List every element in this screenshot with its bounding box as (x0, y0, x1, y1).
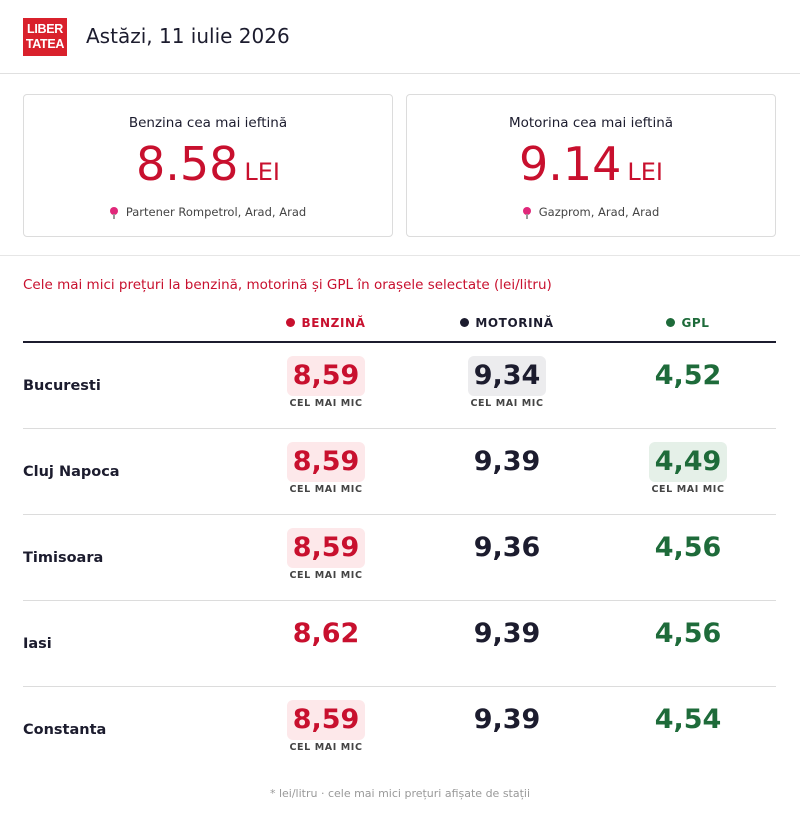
city-name: Bucuresti (23, 378, 101, 394)
column-header-gpl: GPL (608, 316, 768, 330)
lowest-price-badge: CEL MAI MIC (289, 398, 363, 409)
motorina-price: 9,39 (473, 446, 541, 477)
station-location: Gazprom, Arad, Arad (407, 205, 775, 219)
table-row: Iasi 8,62 9,39 4,56 (23, 601, 776, 687)
page-header: LIBER TATEA Astăzi, 11 iulie 2026 (0, 0, 800, 74)
column-label: MOTORINĂ (475, 316, 554, 330)
motorina-price-cell: 9,39 (427, 442, 587, 482)
column-label: BENZINĂ (301, 316, 366, 330)
benzina-price: 8,62 (292, 618, 360, 649)
station-name: Partener Rompetrol, Arad, Arad (125, 205, 307, 219)
benzina-price-cell: 8,59 CEL MAI MIC (246, 442, 406, 495)
benzina-price-cell: 8,59 CEL MAI MIC (246, 528, 406, 581)
gpl-price: 4,54 (654, 704, 722, 735)
motorina-price-cell: 9,36 (427, 528, 587, 568)
table-row: Constanta 8,59 CEL MAI MIC 9,39 4,54 (23, 687, 776, 773)
benzina-price-cell: 8,59 CEL MAI MIC (246, 700, 406, 753)
station-location: Partener Rompetrol, Arad, Arad (24, 205, 392, 219)
logo-line-2: TATEA (25, 37, 65, 51)
gpl-price: 4,56 (654, 618, 722, 649)
motorina-price: 9,36 (473, 532, 541, 563)
motorina-price: 9,39 (473, 618, 541, 649)
price-unit: LEI (244, 158, 281, 186)
city-name: Iasi (23, 636, 52, 652)
table-header-rule (23, 341, 776, 343)
motorina-dot-icon (460, 318, 470, 327)
city-name: Constanta (23, 722, 107, 738)
benzina-dot-icon (286, 318, 296, 327)
price-value: 8.58 (135, 137, 239, 191)
card-price: 9.14 LEI (407, 137, 775, 191)
location-pin-icon (522, 207, 531, 219)
benzina-price: 8,59 (286, 442, 366, 482)
gpl-price-cell: 4,52 (608, 356, 768, 396)
gpl-price-cell: 4,49 CEL MAI MIC (608, 442, 768, 495)
benzina-price: 8,59 (286, 528, 366, 568)
benzina-price: 8,59 (286, 700, 366, 740)
page-date: Astăzi, 11 iulie 2026 (86, 24, 290, 48)
logo-line-1: LIBER (26, 22, 63, 36)
motorina-price-cell: 9,39 (427, 614, 587, 654)
footnote: * lei/litru · cele mai mici prețuri afiș… (269, 787, 531, 800)
table-row: Timisoara 8,59 CEL MAI MIC 9,36 4,56 (23, 515, 776, 601)
price-unit: LEI (627, 158, 664, 186)
section-title: Cele mai mici prețuri la benzină, motori… (23, 277, 552, 293)
card-title: Motorina cea mai ieftină (508, 115, 674, 131)
column-label: GPL (681, 316, 710, 330)
motorina-price: 9,34 (467, 356, 547, 396)
gpl-price-cell: 4,54 (608, 700, 768, 740)
section-divider (0, 255, 800, 256)
column-header-benzina: BENZINĂ (246, 316, 406, 330)
lowest-price-badge: CEL MAI MIC (289, 484, 363, 495)
gpl-dot-icon (666, 318, 676, 327)
motorina-price-cell: 9,34 CEL MAI MIC (427, 356, 587, 409)
benzina-price-cell: 8,59 CEL MAI MIC (246, 356, 406, 409)
card-price: 8.58 LEI (24, 137, 392, 191)
lowest-price-badge: CEL MAI MIC (470, 398, 544, 409)
gpl-price: 4,52 (654, 360, 722, 391)
gpl-price-cell: 4,56 (608, 614, 768, 654)
motorina-price-cell: 9,39 (427, 700, 587, 740)
benzina-price: 8,59 (286, 356, 366, 396)
lowest-price-badge: CEL MAI MIC (651, 484, 725, 495)
cheapest-motorina-card: Motorina cea mai ieftină 9.14 LEI Gazprom… (406, 94, 776, 237)
location-pin-icon (109, 207, 118, 219)
station-name: Gazprom, Arad, Arad (538, 205, 660, 219)
city-name: Cluj Napoca (23, 464, 120, 480)
table-row: Bucuresti 8,59 CEL MAI MIC 9,34 CEL MAI MIC 4… (23, 343, 776, 429)
gpl-price: 4,49 (648, 442, 728, 482)
gpl-price: 4,56 (654, 532, 722, 563)
price-value: 9.14 (518, 137, 622, 191)
gpl-price-cell: 4,56 (608, 528, 768, 568)
table-row: Cluj Napoca 8,59 CEL MAI MIC 9,39 4,49 CEL MA… (23, 429, 776, 515)
libertatea-logo[interactable]: LIBER TATEA (23, 18, 67, 56)
lowest-price-badge: CEL MAI MIC (289, 742, 363, 753)
lowest-price-badge: CEL MAI MIC (289, 570, 363, 581)
column-header-motorina: MOTORINĂ (427, 316, 587, 330)
city-name: Timisoara (23, 550, 104, 566)
card-title: Benzina cea mai ieftină (128, 115, 288, 131)
motorina-price: 9,39 (473, 704, 541, 735)
cheapest-benzina-card: Benzina cea mai ieftină 8.58 LEI Partener… (23, 94, 393, 237)
benzina-price-cell: 8,62 (246, 614, 406, 654)
